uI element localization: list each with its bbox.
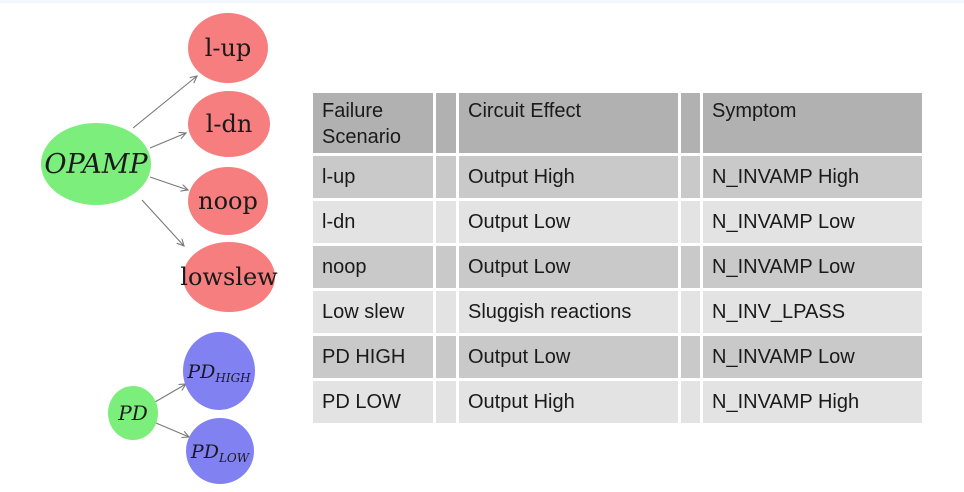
cell-scenario-row-3: noop — [313, 246, 433, 288]
cell-spacer-3-row-1 — [681, 156, 700, 198]
table-header-failure-scenario: Failure Scenario — [313, 93, 433, 153]
fault-tree-diagram: OPAMP l-up l-dn noop lowslew PD PDHIGH P… — [41, 13, 278, 484]
node-pdhigh — [183, 332, 255, 410]
node-pdhigh-label-sub: HIGH — [214, 371, 251, 385]
arrow-opamp-noop — [149, 176, 188, 190]
cell-spacer-3-row-5 — [681, 336, 700, 378]
cell-spacer-1-row-1 — [436, 156, 456, 198]
cell-effect-row-3: Output Low — [459, 246, 678, 288]
node-pd-label: PD — [117, 401, 148, 425]
node-noop-label: noop — [198, 187, 258, 215]
cell-spacer-1-row-4 — [436, 291, 456, 333]
node-pdlow-label-sub: LOW — [218, 451, 251, 465]
node-pd — [108, 386, 158, 440]
arrow-opamp-lup — [132, 76, 197, 129]
cell-effect-row-4: Sluggish reactions — [459, 291, 678, 333]
cell-spacer-1-row-2 — [436, 201, 456, 243]
cell-symptom-row-2: N_INVAMP Low — [703, 201, 922, 243]
node-lowslew-label: lowslew — [180, 263, 278, 291]
arrow-pd-pdhigh — [154, 384, 186, 403]
top-edge-strip — [0, 0, 964, 3]
cell-spacer-3-row-4 — [681, 291, 700, 333]
table-header-circuit-effect: Circuit Effect — [459, 93, 678, 153]
cell-spacer-3-row-3 — [681, 246, 700, 288]
table-header-symptom: Symptom — [703, 93, 922, 153]
node-pdhigh-label: PDHIGH — [186, 361, 251, 385]
node-lowslew — [183, 242, 275, 312]
cell-effect-row-2: Output Low — [459, 201, 678, 243]
cell-symptom-row-4: N_INV_LPASS — [703, 291, 922, 333]
node-pdlow-label-main: PD — [190, 441, 219, 463]
node-pdlow — [186, 418, 254, 484]
node-opamp-label: OPAMP — [44, 149, 148, 180]
arrow-pd-pdlow — [155, 422, 189, 437]
cell-spacer-3-row-6 — [681, 381, 700, 423]
table-header-spacer-2 — [681, 93, 700, 153]
cell-effect-row-6: Output High — [459, 381, 678, 423]
node-noop — [188, 167, 268, 235]
cell-scenario-row-2: l-dn — [313, 201, 433, 243]
cell-spacer-1-row-5 — [436, 336, 456, 378]
node-pdhigh-label-main: PD — [186, 361, 215, 383]
cell-spacer-1-row-6 — [436, 381, 456, 423]
node-ldn-label: l-dn — [206, 110, 253, 138]
cell-scenario-row-4: Low slew — [313, 291, 433, 333]
cell-spacer-3-row-2 — [681, 201, 700, 243]
table-header-spacer-1 — [436, 93, 456, 153]
node-lup — [188, 13, 268, 83]
node-ldn — [188, 91, 270, 157]
cell-effect-row-1: Output High — [459, 156, 678, 198]
cell-scenario-row-6: PD LOW — [313, 381, 433, 423]
cell-symptom-row-1: N_INVAMP High — [703, 156, 922, 198]
node-pdlow-label: PDLOW — [190, 441, 251, 465]
arrow-opamp-ldn — [149, 133, 186, 149]
cell-scenario-row-1: l-up — [313, 156, 433, 198]
node-lup-label: l-up — [205, 34, 252, 62]
failure-scenario-table: Failure Scenario Circuit Effect Symptom … — [313, 93, 922, 423]
cell-effect-row-5: Output Low — [459, 336, 678, 378]
cell-symptom-row-6: N_INVAMP High — [703, 381, 922, 423]
cell-spacer-1-row-3 — [436, 246, 456, 288]
cell-symptom-row-5: N_INVAMP Low — [703, 336, 922, 378]
cell-symptom-row-3: N_INVAMP Low — [703, 246, 922, 288]
node-opamp — [41, 123, 151, 205]
cell-scenario-row-5: PD HIGH — [313, 336, 433, 378]
arrow-opamp-lowslew — [141, 199, 184, 246]
